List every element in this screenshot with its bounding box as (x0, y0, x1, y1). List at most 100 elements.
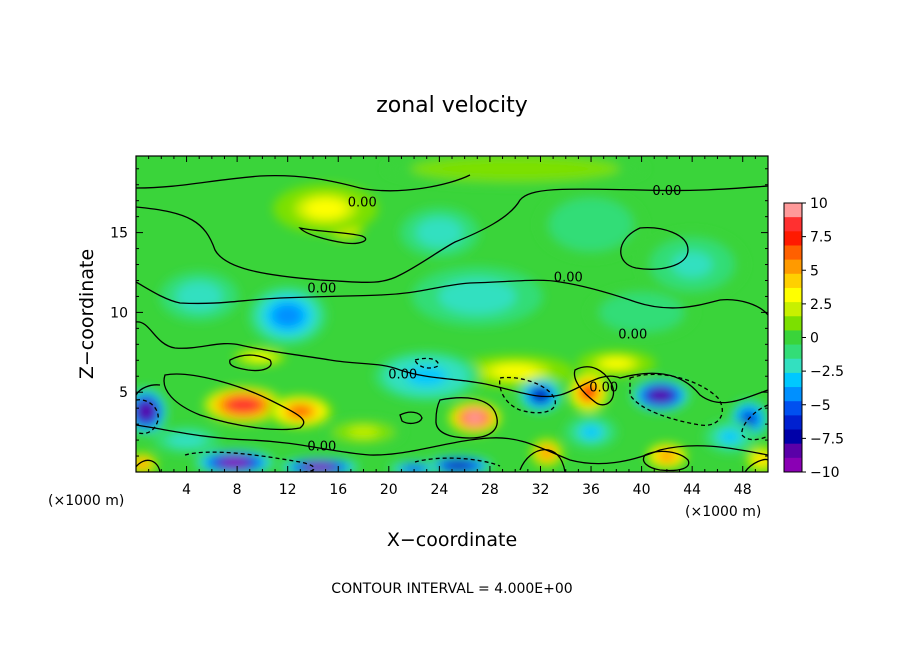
contour-interval-note: CONTOUR INTERVAL = 4.000E+00 (331, 581, 572, 597)
colorbar-swatch (784, 372, 802, 388)
x-tick-label: 32 (532, 482, 550, 498)
colorbar-swatch (784, 245, 802, 261)
contour-label: 0.00 (652, 184, 681, 199)
field-blob (305, 199, 346, 219)
contour-line (229, 354, 272, 372)
field-blob (228, 397, 259, 412)
colorbar-swatch (784, 401, 802, 416)
contour-label: 0.00 (307, 439, 336, 454)
contour-label: 0.00 (388, 368, 417, 383)
y-axis-label: Z−coordinate (76, 249, 98, 379)
contour-label: 0.00 (589, 380, 618, 395)
chart-title: zonal velocity (376, 93, 528, 118)
colorbar-swatch (784, 344, 802, 360)
x-tick-label: 44 (683, 482, 701, 498)
colorbar-label: 2.5 (810, 297, 832, 313)
field-blob (452, 284, 503, 308)
contour-line (744, 458, 768, 472)
colorbar-label: 0 (810, 331, 819, 347)
x-tick-label: 16 (329, 482, 347, 498)
x-tick-label: 28 (481, 482, 499, 498)
contour-line (414, 457, 501, 467)
contour-line (642, 450, 690, 472)
contour-line (399, 411, 423, 425)
contour-labels: 0.00 0.00 0.00 0.00 0.00 0.00 0.00 0.00 (307, 184, 681, 454)
contour-line (136, 174, 471, 192)
field-blob (272, 304, 303, 328)
contour-label: 0.00 (348, 195, 377, 210)
field-blob (304, 463, 335, 472)
field-blob (464, 162, 566, 176)
field-blob (601, 358, 632, 369)
field-blob (570, 211, 612, 238)
colorbar-swatch (784, 302, 802, 317)
contour-line (136, 399, 159, 435)
field-blob (138, 402, 155, 421)
x-axis-label: X−coordinate (387, 529, 517, 551)
colorbar-swatch (784, 429, 802, 445)
contour-label: 0.00 (554, 270, 583, 285)
contour-label: 0.00 (307, 281, 336, 296)
colorbar-label: 7.5 (810, 230, 832, 246)
x-tick-label: 48 (734, 482, 752, 498)
field-blob (184, 286, 215, 307)
field-blob (287, 404, 313, 418)
x-tick-label: 40 (633, 482, 651, 498)
contour-line (298, 227, 367, 245)
contour-line (136, 185, 768, 284)
colorbar-swatch (784, 259, 802, 275)
x-tick-label: 4 (182, 482, 191, 498)
x-tick-label: 20 (380, 482, 398, 498)
colorbar-swatch (784, 443, 802, 459)
field-blob (580, 384, 597, 400)
x-unit-right: (×1000 m) (685, 504, 761, 520)
x-tick-label: 36 (582, 482, 600, 498)
field-blob (621, 302, 662, 322)
x-tick-label: 24 (430, 482, 448, 498)
contour-line (573, 366, 615, 406)
contour-line (620, 227, 689, 270)
field-blob (580, 425, 602, 439)
field-blob (173, 434, 200, 446)
contour-line (136, 459, 161, 472)
colorbar: 10 7.5 5 2.5 0 −2.5 −5 −7.5 −10 (783, 196, 844, 481)
contour-line (136, 424, 768, 465)
colorbar-swatch (784, 457, 802, 473)
plot-area: 0.000.000.000.000.000.000.000.00 4 8 12 16 2… (110, 155, 769, 498)
y-tick-label: 10 (110, 305, 128, 321)
colorbar-swatch (784, 203, 802, 218)
x-unit-left: (×1000 m) (48, 493, 124, 509)
y-tick-label: 15 (110, 226, 128, 242)
field-blob (532, 389, 549, 402)
contour-line (629, 373, 723, 426)
field-blob (719, 430, 741, 444)
colorbar-label: −7.5 (810, 431, 844, 447)
colorbar-label: 5 (810, 263, 819, 279)
contour-lines (136, 174, 768, 472)
contour-line (136, 384, 161, 396)
colorbar-swatch (784, 330, 802, 346)
x-axis: 4 8 12 16 20 24 28 32 36 40 44 48 (148, 156, 756, 498)
field-blob (658, 450, 675, 462)
field-blob (464, 411, 485, 425)
field-blob (219, 457, 250, 468)
colorbar-swatch (784, 316, 802, 331)
contour-line (435, 397, 498, 439)
colorbar-swatch (784, 415, 802, 431)
field-blob (403, 465, 425, 472)
colorbar-swatch (784, 273, 802, 289)
colorbar-swatch (784, 358, 802, 374)
x-tick-label: 12 (279, 482, 297, 498)
contour-line (136, 279, 768, 316)
colorbar-label: −10 (810, 465, 840, 481)
colorbar-label: 10 (810, 196, 828, 212)
field-blob (445, 461, 472, 470)
y-axis: 5 10 15 (110, 168, 768, 457)
field-blob (424, 223, 455, 243)
contour-line (519, 448, 566, 472)
colorbar-label: −5 (810, 398, 831, 414)
contour-line (499, 376, 556, 414)
y-tick-label: 5 (119, 385, 128, 401)
field-blob (671, 251, 713, 278)
